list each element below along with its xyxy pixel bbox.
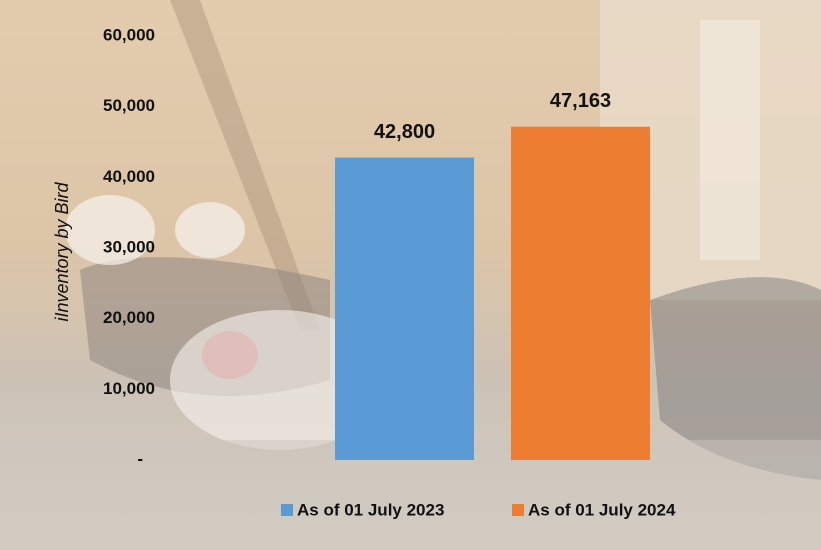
y-tick-label: 40,000: [103, 167, 155, 186]
y-tick-label: -: [137, 449, 143, 468]
y-tick-label: 30,000: [103, 237, 155, 256]
legend-label: As of 01 July 2024: [528, 500, 676, 519]
y-axis-label: iInventory by Bird: [52, 181, 72, 321]
data-label: 47,163: [550, 90, 611, 112]
legend-label: As of 01 July 2023: [297, 500, 444, 519]
y-tick-label: 20,000: [103, 308, 155, 327]
y-tick-label: 60,000: [103, 25, 155, 44]
bar: [335, 157, 474, 460]
legend-swatch: [281, 504, 293, 516]
data-label: 42,800: [374, 121, 435, 143]
bar: [511, 126, 650, 461]
y-tick-label: 50,000: [103, 96, 155, 115]
legend-swatch: [512, 504, 524, 516]
y-tick-label: 10,000: [103, 379, 155, 398]
